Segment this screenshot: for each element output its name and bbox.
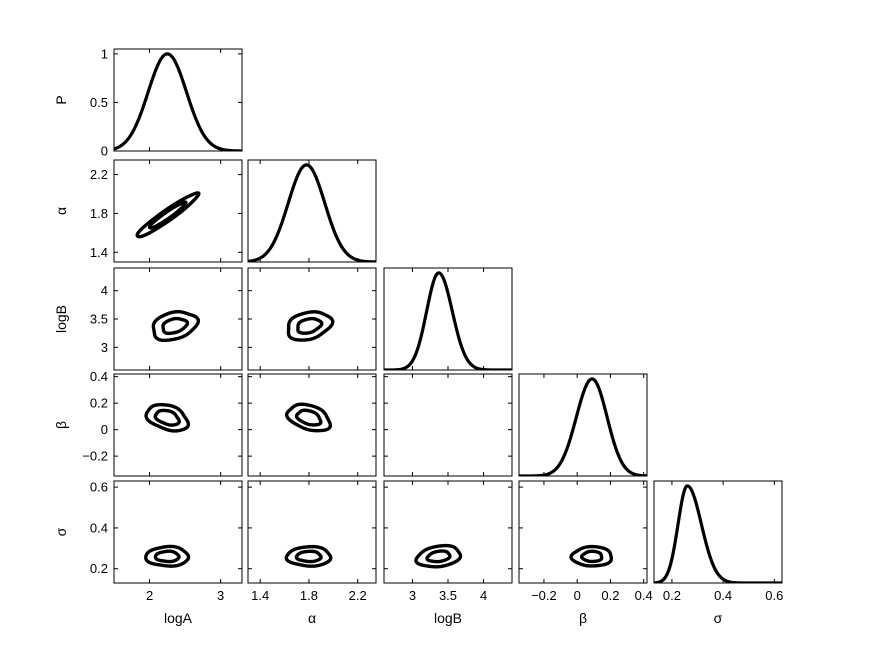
panel-frame [113,159,243,263]
contour-outer-4-0 [144,544,191,568]
contour-outer-4-3 [569,544,613,568]
x-tick-label: −0.2 [531,588,557,603]
y-tick-label: 2.2 [90,167,108,182]
contour-inner-4-3 [579,549,604,564]
panel-1-1 [247,159,377,263]
x-tick-label: 1.4 [251,588,269,603]
marginal-curve-β [519,377,647,476]
y-tick-label: 0 [101,144,108,159]
marginal-curve-logA [114,52,242,151]
x-axis-label: logA [164,610,193,626]
x-tick-label: 3.5 [439,588,457,603]
contour-outer-4-2 [414,543,463,569]
y-tick-label: 0.5 [90,95,108,110]
panel-4-1: 1.4 1.8 2.2 α [247,480,377,626]
x-axis-label: α [308,610,316,626]
marginal-curve-logB [384,271,512,370]
x-axis-label: β [579,610,587,626]
x-tick-label: 0 [574,588,581,603]
panel-3-2 [383,373,513,477]
x-tick-label: 0.4 [635,588,653,603]
y-axis-label: β [53,421,69,429]
contour-inner-4-1 [294,549,323,564]
x-tick-label: 2.2 [349,588,367,603]
y-tick-label: 0.6 [90,480,108,495]
contour-outer-4-1 [284,544,333,568]
x-tick-label: 4 [480,588,487,603]
x-tick-label: 0.4 [714,588,732,603]
panel-4-4: 0.2 0.4 0.6 σ [653,480,783,626]
panel-3-0: −0.2 0 0.2 0.4 β [53,369,243,477]
x-tick-label: 0.2 [663,588,681,603]
x-tick-label: 2 [146,588,153,603]
panel-frame [113,480,243,584]
contour-inner-3-1 [294,408,323,427]
panel-frame [113,373,243,477]
x-tick-label: 1.8 [300,588,318,603]
y-axis-label: P [53,95,69,104]
x-axis-label: σ [714,610,723,626]
panel-2-1 [247,267,377,371]
y-tick-label: 1 [101,46,108,61]
contour-inner-2-0 [161,316,190,336]
y-tick-label: 4 [101,283,108,298]
y-tick-label: 0.2 [90,561,108,576]
contour-inner-4-2 [425,549,452,564]
contour-outer-3-0 [144,403,191,433]
contour-outer-1-0 [135,191,201,239]
panel-frame [383,373,513,477]
y-axis-label: σ [53,527,69,536]
panel-frame [113,48,243,152]
contour-inner-4-0 [153,549,181,564]
contour-outer-2-0 [151,309,201,343]
y-tick-label: 0.2 [90,396,108,411]
contour-outer-3-1 [284,402,333,433]
panel-2-2 [383,267,513,371]
panel-frame [247,480,377,584]
marginal-curve-α [248,163,376,262]
contour-outer-2-1 [286,310,335,342]
y-tick-label: 0 [101,422,108,437]
y-tick-label: 3.5 [90,312,108,327]
y-tick-label: 0.4 [90,520,108,535]
x-tick-label: 0.2 [601,588,619,603]
panel-4-3: −0.2 0 0.2 0.4 β [518,480,653,626]
y-tick-label: −0.2 [82,449,108,464]
marginal-curve-σ [654,484,782,583]
panel-3-3 [518,373,648,477]
panel-frame [653,480,783,584]
panel-4-2: 3 3.5 4 logB [383,480,513,626]
panel-0-0: 0 0.5 1 P [53,46,243,159]
y-axis-label: logB [53,305,69,333]
y-tick-label: 0.4 [90,369,108,384]
contour-inner-3-0 [153,408,181,427]
x-axis-label: logB [434,610,462,626]
y-axis-label: α [53,207,69,215]
panel-frame [518,480,648,584]
y-tick-label: 3 [101,340,108,355]
panel-frame [383,267,513,371]
panel-frame [247,373,377,477]
y-tick-label: 1.4 [90,245,108,260]
panel-frame [383,480,513,584]
panel-frame [518,373,648,477]
x-tick-label: 0.6 [765,588,783,603]
panel-1-0: 1.4 1.8 2.2 α [53,159,243,263]
panel-2-0: 3 3.5 4 logB [53,267,243,371]
y-tick-label: 1.8 [90,206,108,221]
panel-4-0: 2 3 logA 0.2 0.4 0.6 σ [53,480,243,626]
contour-inner-1-0 [147,200,188,230]
panel-3-1 [247,373,377,477]
x-tick-label: 3 [217,588,224,603]
panel-frame [247,159,377,263]
contour-inner-2-1 [296,316,324,335]
x-tick-label: 3 [409,588,416,603]
